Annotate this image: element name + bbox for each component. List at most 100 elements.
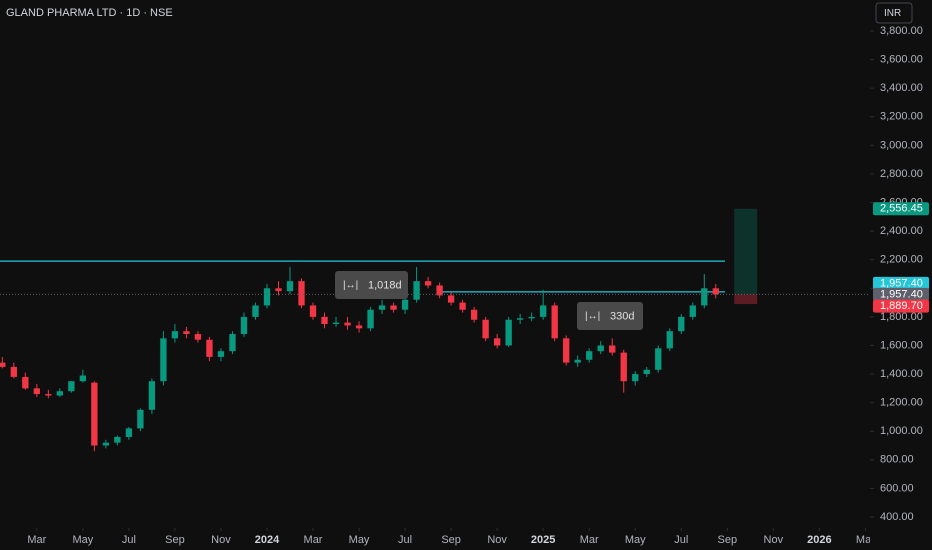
candle-body bbox=[217, 351, 225, 357]
price-marker bbox=[873, 276, 929, 290]
candle-body bbox=[33, 388, 40, 395]
candle-body bbox=[551, 305, 558, 339]
candle-body bbox=[482, 319, 489, 339]
candle-body bbox=[470, 309, 478, 320]
candle-body bbox=[240, 316, 248, 335]
candle-body bbox=[574, 359, 581, 363]
candle-body bbox=[493, 338, 501, 346]
x-tick-label: May bbox=[625, 534, 646, 546]
x-tick-label: Mar bbox=[856, 534, 875, 546]
x-tick-label: 2026 bbox=[807, 534, 831, 546]
candle-body bbox=[401, 299, 409, 310]
y-tick-label: 400.00 bbox=[880, 511, 914, 523]
candle-body bbox=[183, 331, 190, 335]
currency-box[interactable] bbox=[875, 2, 913, 24]
candle-body bbox=[56, 391, 64, 396]
y-tick-label: 3,800.00 bbox=[880, 25, 923, 37]
y-tick-label: 1,600.00 bbox=[880, 339, 923, 351]
price-marker-label: 1,957.40 bbox=[880, 277, 923, 289]
candle-body bbox=[10, 366, 17, 377]
currency[interactable]: INR bbox=[884, 8, 901, 19]
x-tick-label: Jul bbox=[398, 534, 412, 546]
candle-body bbox=[678, 316, 685, 332]
candle-body bbox=[114, 436, 121, 443]
x-tick-label: Mar bbox=[27, 534, 46, 546]
x-tick-label: Sep bbox=[718, 534, 738, 546]
price-marker-label: 2,556.45 bbox=[880, 203, 923, 215]
candle-body bbox=[424, 281, 432, 286]
measure-icon: |↔| bbox=[343, 280, 358, 291]
candle-body bbox=[344, 322, 351, 326]
candle-body bbox=[516, 318, 524, 320]
candle-body bbox=[655, 348, 662, 370]
y-tick-label: 1,200.00 bbox=[880, 397, 923, 409]
candle-body bbox=[252, 305, 259, 317]
position-loss bbox=[734, 294, 758, 305]
candle-body bbox=[91, 382, 98, 446]
x-tick-label: Sep bbox=[441, 534, 461, 546]
candle-body bbox=[413, 281, 420, 300]
candle-body bbox=[632, 374, 639, 382]
candle-body bbox=[390, 305, 397, 310]
candle-body bbox=[447, 295, 455, 303]
candle-body bbox=[586, 351, 593, 360]
candle-body bbox=[45, 394, 52, 396]
candle-body bbox=[332, 322, 340, 325]
x-tick-label: May bbox=[72, 534, 93, 546]
y-tick-label: 3,000.00 bbox=[880, 139, 923, 151]
candle-body bbox=[355, 325, 363, 329]
price-marker-label: 1,957.40 bbox=[880, 288, 923, 300]
y-tick-label: 1,000.00 bbox=[880, 425, 923, 437]
candle-body bbox=[275, 288, 282, 292]
x-tick-label: Nov bbox=[764, 534, 784, 546]
candle-body bbox=[160, 338, 167, 382]
candle-body bbox=[298, 281, 305, 306]
candle-body bbox=[286, 281, 294, 292]
candle-body bbox=[666, 331, 673, 349]
candle-body bbox=[597, 345, 604, 352]
price-marker bbox=[873, 202, 929, 216]
candle-body bbox=[309, 305, 317, 317]
price-marker bbox=[873, 299, 929, 313]
price-marker bbox=[873, 287, 929, 301]
candle-body bbox=[378, 305, 386, 310]
x-tick-label: Nov bbox=[487, 534, 507, 546]
candle-body bbox=[22, 376, 29, 389]
candle-body bbox=[194, 334, 202, 340]
x-tick-label: Sep bbox=[165, 534, 185, 546]
y-tick-label: 2,800.00 bbox=[880, 168, 923, 180]
candle-body bbox=[137, 409, 144, 429]
candle-body bbox=[206, 339, 213, 357]
candle-body bbox=[689, 305, 696, 317]
measure-box bbox=[577, 302, 643, 330]
x-tick-label: Nov bbox=[211, 534, 231, 546]
candle-body bbox=[102, 442, 110, 446]
candle-body bbox=[459, 302, 466, 310]
measure-box bbox=[335, 271, 408, 299]
candle-body bbox=[367, 309, 374, 329]
x-tick-label: 2025 bbox=[531, 534, 555, 546]
candle-body bbox=[563, 338, 570, 363]
x-tick-label: May bbox=[349, 534, 370, 546]
candle-body bbox=[701, 288, 708, 306]
y-tick-label: 3,400.00 bbox=[880, 82, 923, 94]
x-tick-label: 2024 bbox=[255, 534, 280, 546]
candle-body bbox=[643, 369, 650, 375]
candle-body bbox=[712, 288, 719, 295]
y-tick-label: 800.00 bbox=[880, 454, 914, 466]
candle-body bbox=[148, 381, 156, 410]
x-tick-label: Mar bbox=[304, 534, 323, 546]
x-tick-label: Jul bbox=[122, 534, 136, 546]
measure-icon: |↔| bbox=[585, 311, 600, 322]
y-tick-label: 2,200.00 bbox=[880, 254, 923, 266]
y-tick-label: 600.00 bbox=[880, 482, 914, 494]
candle-body bbox=[505, 319, 512, 346]
candle-body bbox=[125, 428, 133, 437]
x-tick-label: Jul bbox=[674, 534, 688, 546]
plot-area: Mar May Jul Sep Nov 2024 Mar May Jul Sep Nov 2025 Ma… bbox=[0, 208, 875, 546]
x-tick-label: Mar bbox=[580, 534, 599, 546]
candle-body bbox=[79, 375, 87, 382]
measure-label: 1,018d bbox=[368, 279, 402, 291]
